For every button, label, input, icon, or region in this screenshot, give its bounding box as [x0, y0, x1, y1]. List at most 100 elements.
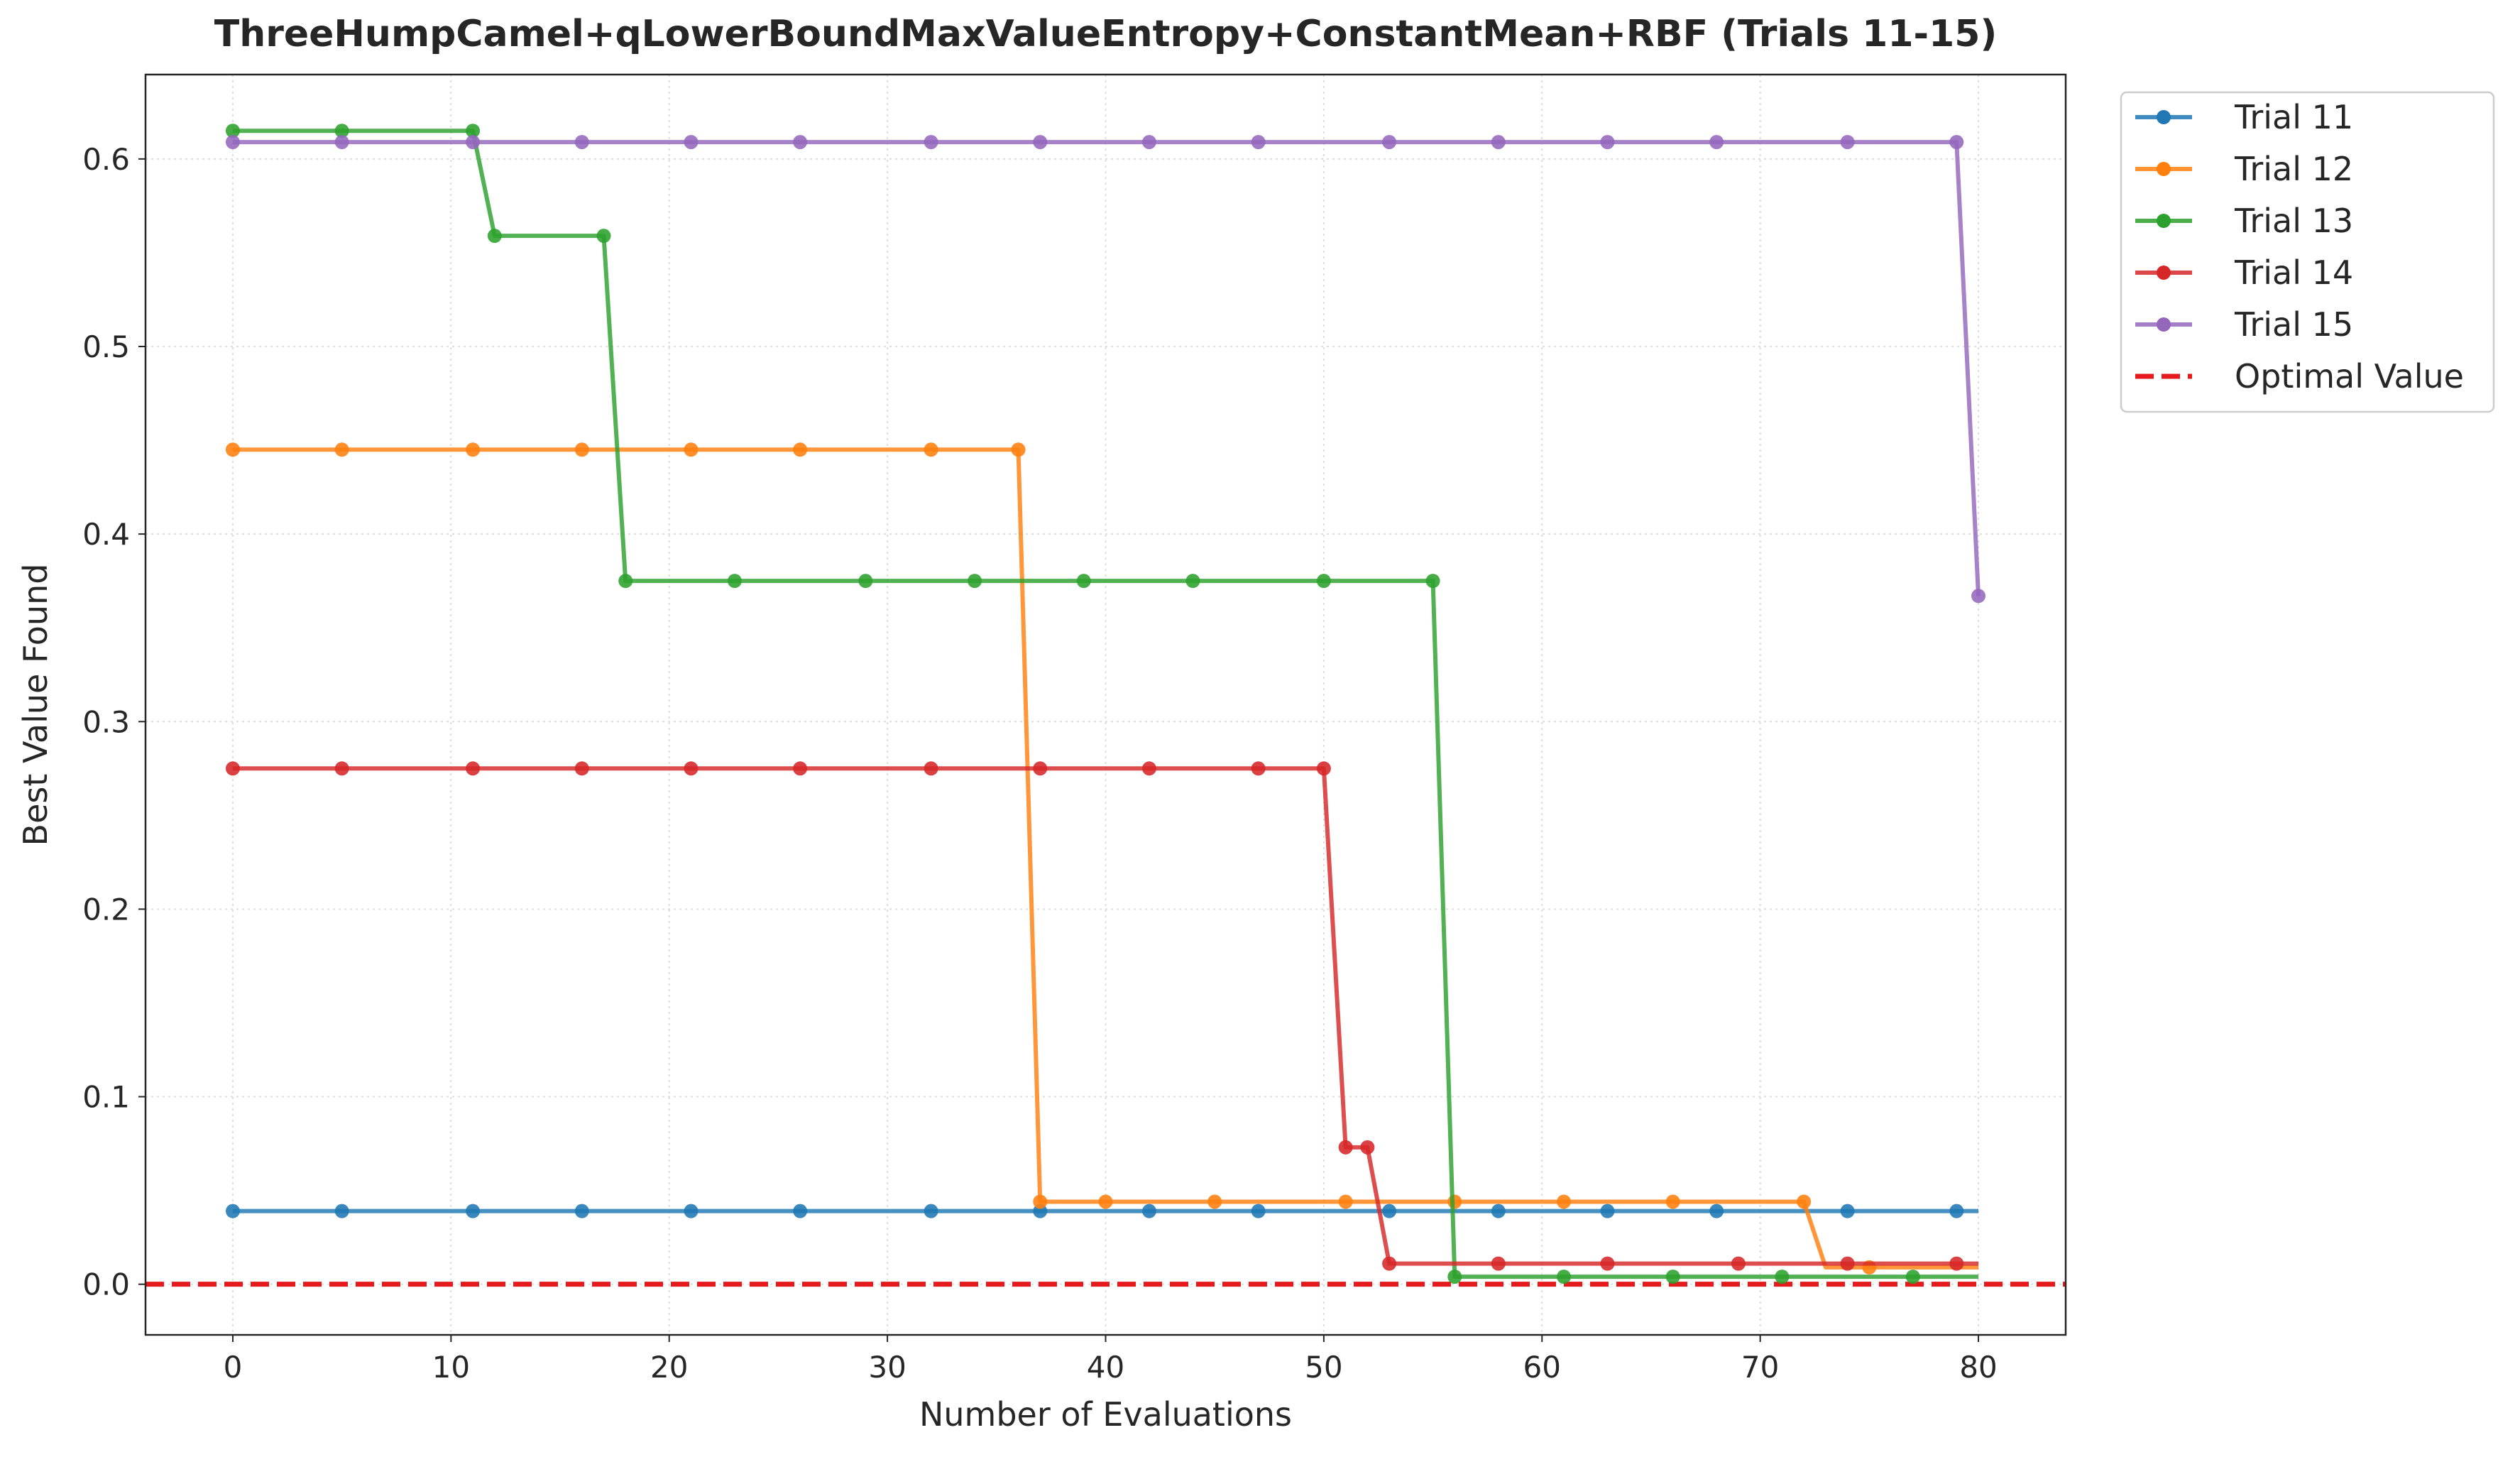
legend-marker — [2157, 266, 2171, 280]
x-tick-layer: 0 10 20 30 40 50 60 70 80 — [224, 1335, 1998, 1385]
data-point — [1207, 1194, 1222, 1209]
data-point — [1033, 135, 1048, 150]
legend-marker — [2157, 110, 2171, 124]
data-point — [574, 761, 589, 776]
legend-marker — [2157, 162, 2171, 176]
data-point — [793, 442, 808, 457]
data-point — [1185, 574, 1200, 589]
data-point — [1600, 1256, 1615, 1271]
data-point — [858, 574, 873, 589]
legend-box — [2120, 91, 2495, 413]
data-point — [225, 442, 240, 457]
data-point — [1949, 135, 1964, 150]
legend-label: Trial 12 — [2234, 150, 2353, 188]
data-point — [924, 135, 938, 150]
x-axis-label: Number of Evaluations — [919, 1395, 1292, 1434]
data-point — [574, 135, 589, 150]
data-point — [1360, 1140, 1375, 1155]
x-tick-label: 10 — [432, 1350, 470, 1385]
legend-item: Trial 14 — [2135, 253, 2353, 292]
data-point — [1600, 1204, 1615, 1218]
data-point — [466, 135, 481, 150]
data-point — [1382, 1204, 1397, 1218]
legend-item: Trial 11 — [2135, 98, 2353, 136]
data-point — [727, 574, 742, 589]
series-trial-13 — [225, 124, 1979, 1284]
y-tick-layer: 0.0 0.1 0.2 0.3 0.4 0.5 0.6 — [82, 142, 146, 1302]
data-point — [968, 574, 982, 589]
y-tick-label: 0.5 — [82, 329, 130, 364]
legend-label: Optimal Value — [2235, 357, 2464, 395]
data-point — [1709, 135, 1724, 150]
data-point — [1557, 1270, 1572, 1284]
data-point — [684, 761, 699, 776]
data-point — [1905, 1270, 1920, 1284]
data-point — [334, 124, 349, 138]
data-point — [1098, 1194, 1113, 1209]
data-point — [334, 135, 349, 150]
data-point — [334, 761, 349, 776]
data-point — [1665, 1194, 1680, 1209]
data-point — [1665, 1270, 1680, 1284]
x-tick-label: 60 — [1523, 1350, 1561, 1385]
data-point — [1338, 1194, 1353, 1209]
data-point — [574, 1204, 589, 1218]
data-point — [1033, 761, 1048, 776]
x-tick-label: 0 — [224, 1350, 243, 1385]
data-point — [793, 135, 808, 150]
data-point — [1949, 1204, 1964, 1218]
legend-label: Trial 11 — [2234, 98, 2353, 136]
data-point — [574, 442, 589, 457]
legend-label: Trial 13 — [2234, 202, 2353, 240]
data-point — [1971, 589, 1986, 604]
data-point — [466, 1204, 481, 1218]
x-tick-label: 80 — [1959, 1350, 1997, 1385]
data-point — [1076, 574, 1091, 589]
data-point — [1251, 135, 1266, 150]
data-point — [1840, 1204, 1855, 1218]
y-tick-label: 0.1 — [82, 1080, 130, 1115]
legend-item: Trial 13 — [2135, 202, 2353, 240]
series-line — [232, 766, 1979, 1266]
grid-layer — [146, 75, 2066, 1335]
data-point — [618, 574, 633, 589]
data-point — [1251, 1204, 1266, 1218]
data-point — [1709, 1204, 1724, 1218]
data-point — [334, 1204, 349, 1218]
y-tick-label: 0.2 — [82, 892, 130, 927]
chart-title: ThreeHumpCamel+qLowerBoundMaxValueEntrop… — [214, 13, 1998, 55]
series-trial-14 — [225, 761, 1979, 1271]
data-point — [1033, 1194, 1048, 1209]
data-point — [1251, 761, 1266, 776]
data-point — [1491, 1256, 1506, 1271]
data-point — [225, 135, 240, 150]
data-point — [1557, 1194, 1572, 1209]
legend-item: Trial 12 — [2135, 150, 2353, 188]
x-tick-label: 70 — [1741, 1350, 1779, 1385]
y-tick-label: 0.0 — [82, 1267, 130, 1302]
legend-item: Optimal Value — [2135, 357, 2464, 395]
data-point — [596, 229, 611, 244]
data-point — [225, 124, 240, 138]
data-point — [1382, 135, 1397, 150]
data-point — [1141, 1204, 1156, 1218]
data-point — [1491, 1204, 1506, 1218]
y-axis-label: Best Value Found — [16, 564, 55, 846]
data-point — [466, 761, 481, 776]
data-point — [487, 229, 502, 244]
data-point — [684, 135, 699, 150]
legend-label: Trial 14 — [2234, 253, 2353, 292]
data-point — [1011, 442, 1026, 457]
series-line — [232, 140, 1981, 596]
x-tick-label: 30 — [868, 1350, 906, 1385]
series-line — [232, 129, 1979, 1279]
series-layer — [225, 124, 1986, 1284]
data-point — [1840, 1256, 1855, 1271]
data-point — [924, 1204, 938, 1218]
x-tick-label: 50 — [1305, 1350, 1342, 1385]
data-point — [1316, 761, 1331, 776]
data-point — [1840, 135, 1855, 150]
legend-marker — [2157, 214, 2171, 228]
data-point — [225, 1204, 240, 1218]
